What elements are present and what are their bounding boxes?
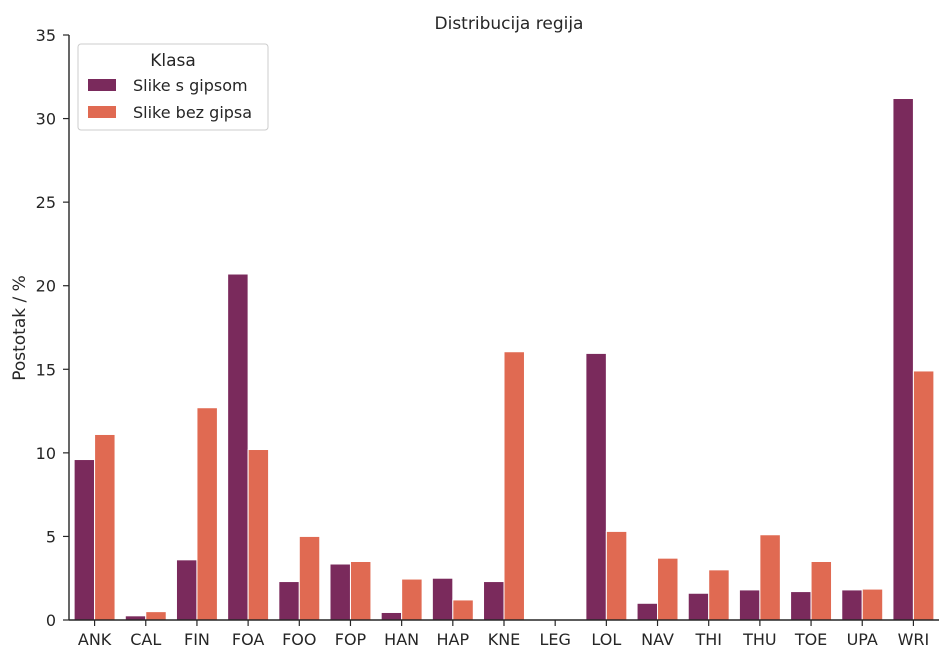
bar-foo-series-1 bbox=[298, 535, 321, 621]
legend-swatch-slike-bez-gipsa bbox=[88, 106, 116, 118]
legend-box bbox=[77, 43, 269, 131]
bar-thu-series-1 bbox=[759, 534, 781, 621]
bar-nav-series-0 bbox=[636, 602, 659, 621]
bar-nav-series-1 bbox=[657, 557, 679, 621]
bar-han-series-1 bbox=[401, 578, 423, 621]
x-tick-label-upa: UPA bbox=[847, 630, 878, 646]
x-tick-label-nav: NAV bbox=[641, 630, 674, 646]
x-tick-label-kne: KNE bbox=[488, 630, 521, 646]
bar-upa-series-1 bbox=[861, 588, 884, 621]
legend: Klasa Slike s gipsom Slike bez gipsa bbox=[77, 43, 269, 131]
x-tick-label-han: HAN bbox=[384, 630, 419, 646]
bar-toe-series-0 bbox=[790, 591, 812, 621]
x-tick-label-cal: CAL bbox=[130, 630, 161, 646]
bar-ank-series-1 bbox=[94, 433, 116, 621]
y-tick-label: 35 bbox=[36, 26, 56, 45]
x-tick-label-toe: TOE bbox=[794, 630, 827, 646]
y-tick-label: 30 bbox=[36, 110, 56, 129]
bar-cal-series-1 bbox=[145, 611, 167, 621]
legend-title: Klasa bbox=[150, 51, 196, 71]
x-tick-label-leg: LEG bbox=[539, 630, 570, 646]
bar-lol-series-1 bbox=[605, 530, 628, 621]
x-tick-label-fop: FOP bbox=[335, 630, 367, 646]
x-tick-label-hap: HAP bbox=[437, 630, 470, 646]
y-tick-label: 0 bbox=[46, 611, 56, 630]
x-tick-label-thi: THI bbox=[694, 630, 722, 646]
y-tick-label: 15 bbox=[36, 360, 56, 379]
bar-ank-series-0 bbox=[73, 459, 96, 621]
legend-label-slike-bez-gipsa: Slike bez gipsa bbox=[133, 103, 252, 122]
bar-hap-series-0 bbox=[431, 577, 454, 621]
bar-thu-series-0 bbox=[738, 589, 761, 621]
y-tick-label: 25 bbox=[36, 193, 56, 212]
y-axis-ticks: 0 5 10 15 20 25 30 35 bbox=[36, 26, 69, 630]
bar-foa-series-1 bbox=[247, 449, 270, 621]
bar-upa-series-0 bbox=[841, 589, 863, 621]
bar-fin-series-0 bbox=[175, 559, 198, 621]
bar-toe-series-1 bbox=[810, 561, 833, 621]
x-tick-label-thu: THU bbox=[742, 630, 777, 646]
bar-kne-series-0 bbox=[483, 581, 505, 621]
legend-label-slike-s-gipsom: Slike s gipsom bbox=[133, 76, 248, 95]
x-tick-label-lol: LOL bbox=[591, 630, 621, 646]
bar-fin-series-1 bbox=[196, 407, 218, 621]
x-tick-label-fin: FIN bbox=[184, 630, 210, 646]
bar-han-series-0 bbox=[380, 611, 403, 621]
bars bbox=[73, 98, 935, 621]
y-tick-label: 5 bbox=[46, 527, 56, 546]
legend-swatch-slike-s-gipsom bbox=[88, 79, 116, 91]
x-tick-label-foa: FOA bbox=[232, 630, 265, 646]
bar-kne-series-1 bbox=[503, 351, 525, 621]
bar-wri-series-0 bbox=[892, 98, 914, 621]
bar-hap-series-1 bbox=[452, 599, 474, 621]
bar-wri-series-1 bbox=[912, 370, 935, 621]
y-tick-label: 10 bbox=[36, 444, 56, 463]
bar-foa-series-0 bbox=[227, 273, 249, 621]
y-tick-label: 20 bbox=[36, 277, 56, 296]
x-tick-label-foo: FOO bbox=[282, 630, 316, 646]
bar-fop-series-1 bbox=[349, 561, 372, 621]
x-axis-ticks: ANK CAL FIN FOA FOO FOP HAN HAP KNE LEG LOL NAV THI T… bbox=[78, 620, 930, 649]
chart-title: Distribucija regija bbox=[435, 14, 584, 34]
bar-fop-series-0 bbox=[329, 563, 351, 621]
bar-thi-series-0 bbox=[687, 592, 710, 621]
x-tick-label-ank: ANK bbox=[78, 630, 112, 646]
bar-foo-series-0 bbox=[278, 581, 300, 621]
y-axis-label: Postotak / % bbox=[10, 275, 30, 381]
bar-lol-series-0 bbox=[585, 352, 607, 621]
x-tick-label-wri: WRI bbox=[898, 630, 930, 646]
bar-thi-series-1 bbox=[708, 569, 730, 621]
